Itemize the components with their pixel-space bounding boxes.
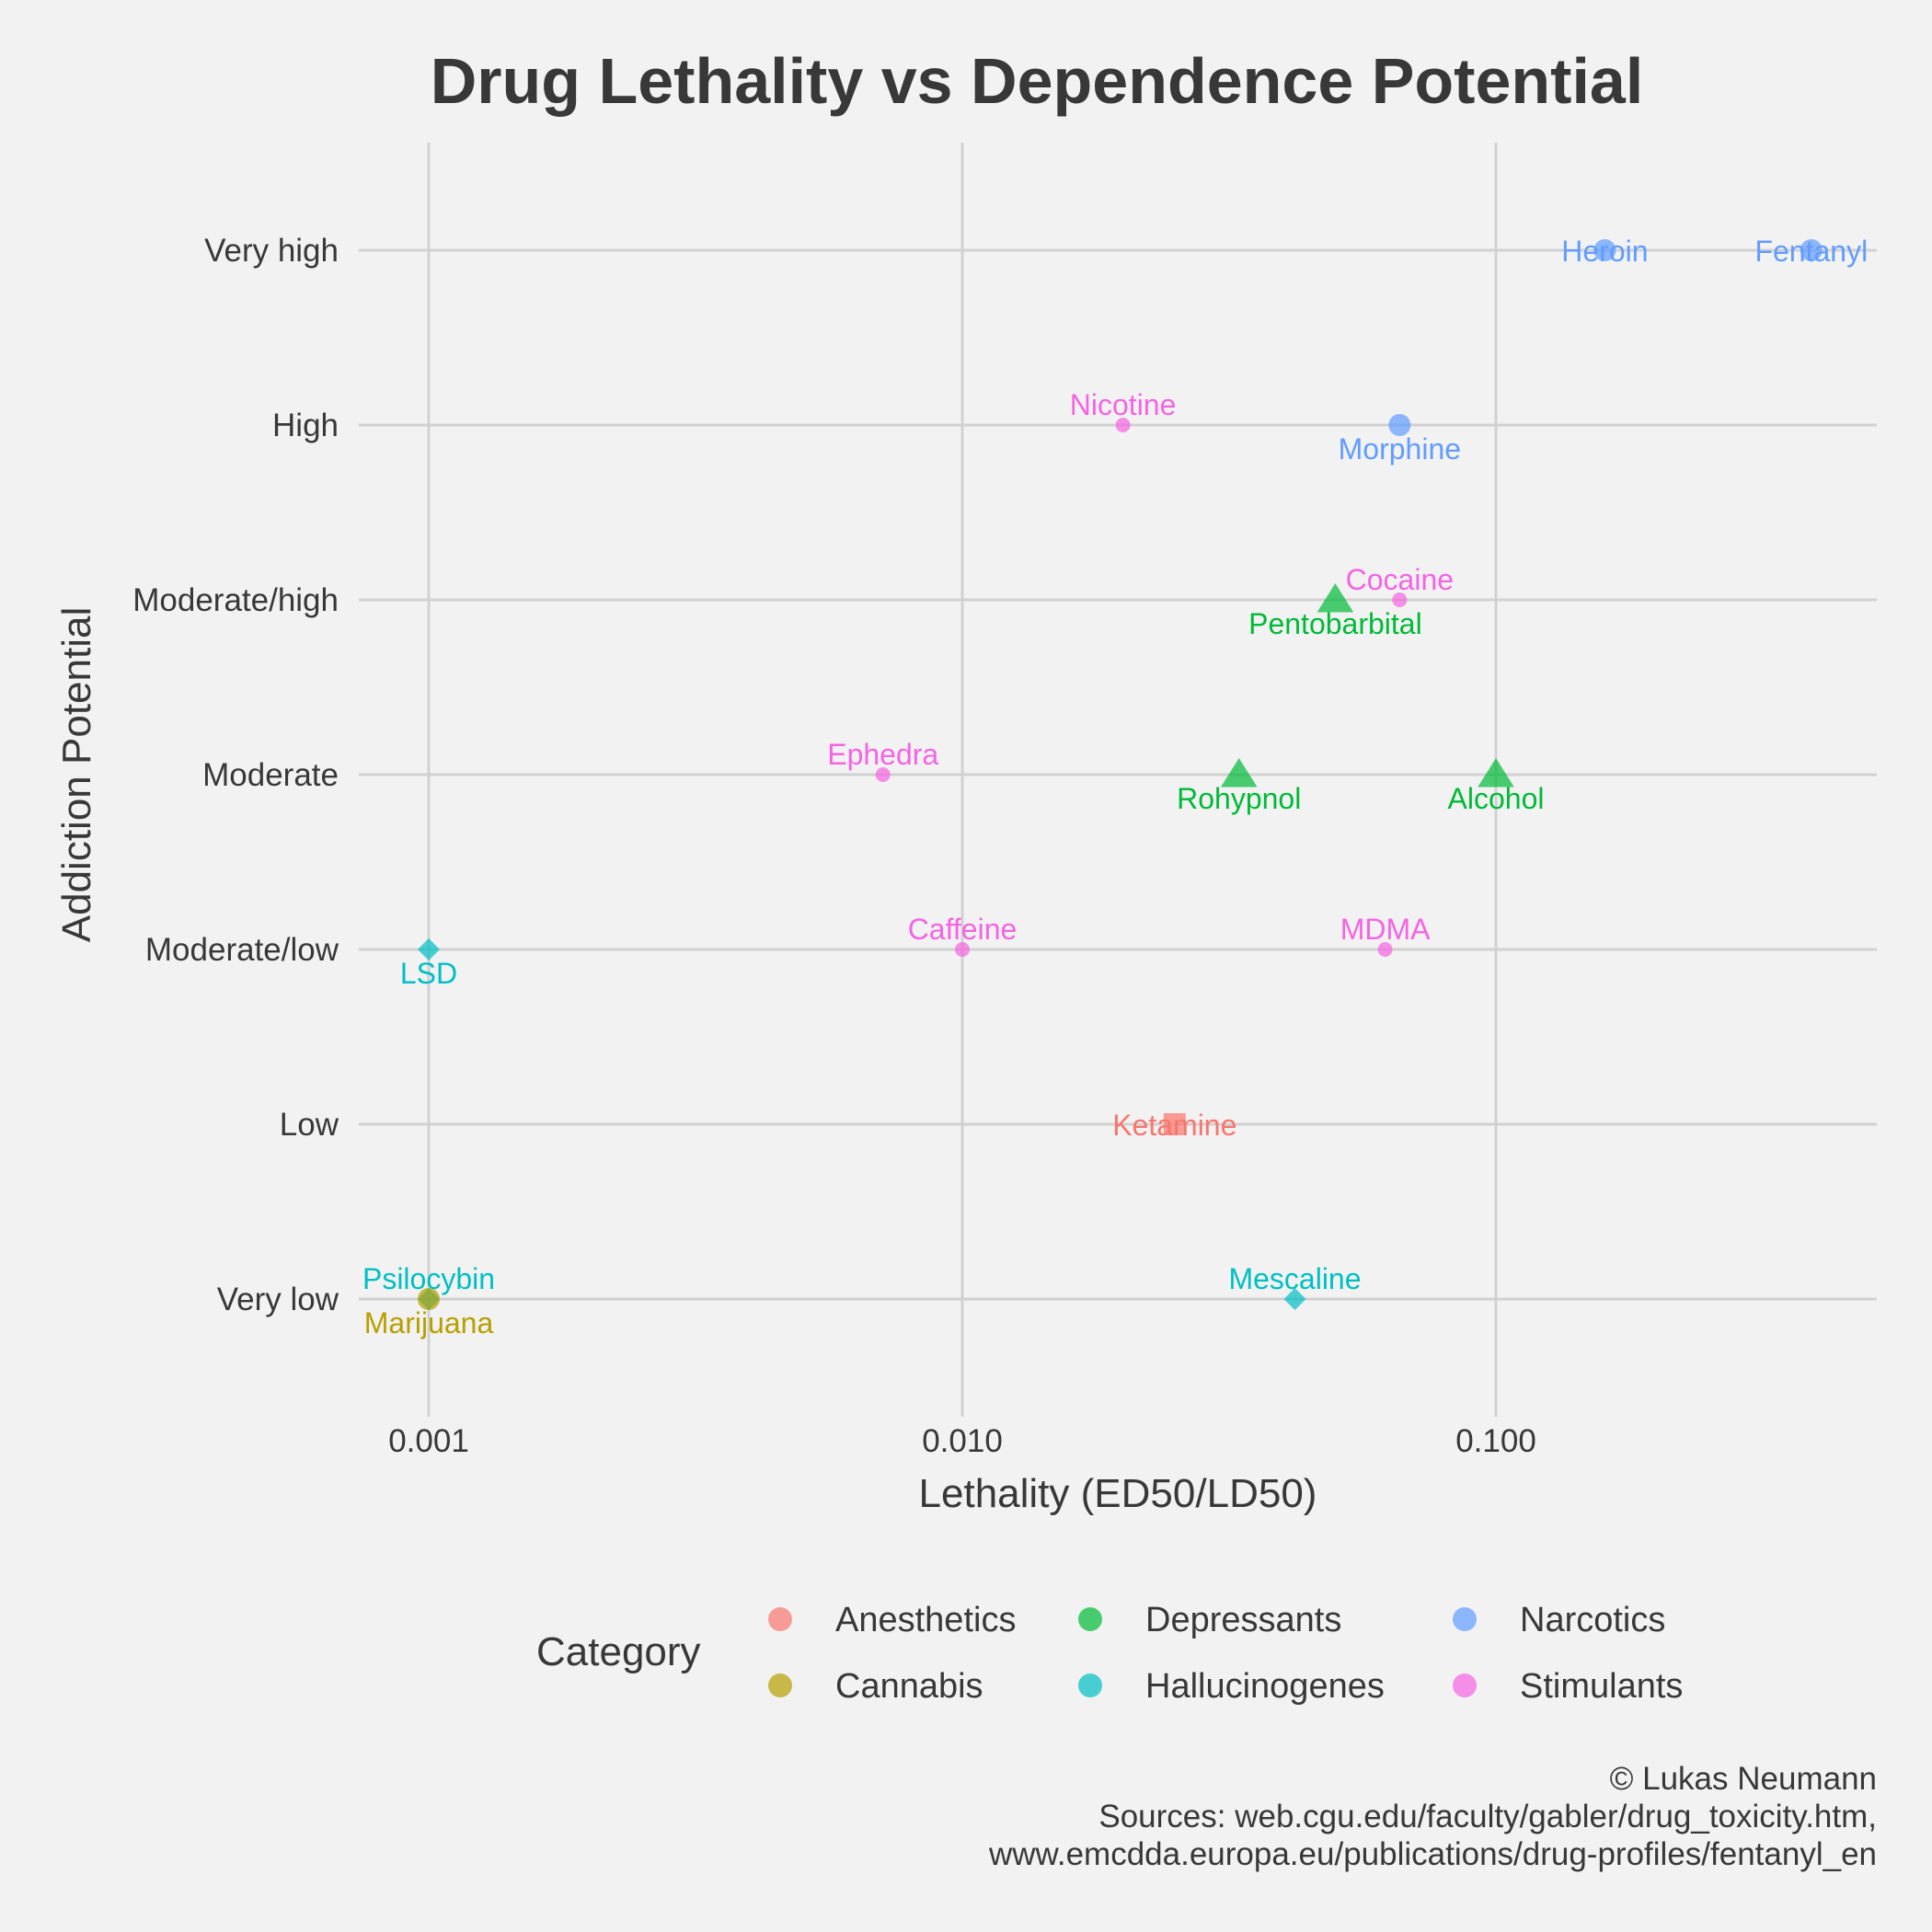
y-tick-label-high: High — [272, 408, 339, 443]
label-nicotine: Nicotine — [1070, 388, 1177, 421]
y-tick-label-very-high: Very high — [204, 233, 339, 269]
x-axis-title: Lethality (ED50/LD50) — [919, 1471, 1317, 1516]
point-labels: Heroin Fentanyl Nicotine Morphine Cocaine Pen… — [362, 235, 1868, 1340]
label-pentobarbital: Pentobarbital — [1248, 607, 1422, 640]
label-ephedra: Ephedra — [827, 738, 938, 771]
point-fentanyl — [1800, 239, 1823, 261]
label-ketamine: Ketamine — [1112, 1109, 1236, 1142]
caption-line-3: www.emcdda.europa.eu/publications/drug-p… — [988, 1836, 1877, 1872]
point-ketamine — [1163, 1113, 1186, 1135]
caption-line-2: Sources: web.cgu.edu/faculty/gabler/drug… — [1098, 1799, 1877, 1834]
label-lsd: LSD — [400, 957, 457, 990]
label-heroin: Heroin — [1561, 235, 1648, 268]
x-axis-ticks: 0.001 0.010 0.100 — [388, 1423, 1536, 1459]
y-tick-label-moderate-low: Moderate/low — [145, 932, 339, 968]
legend-label-stimulants: Stimulants — [1520, 1667, 1683, 1706]
point-pentobarbital — [1317, 583, 1354, 613]
x-tick-label-0-100: 0.100 — [1455, 1423, 1536, 1459]
point-rohypnol — [1220, 758, 1258, 788]
grid-lines — [359, 143, 1877, 1417]
legend-key-hallucinogenes — [1078, 1673, 1102, 1697]
legend-key-anesthetics — [768, 1607, 792, 1631]
point-mescaline — [1283, 1288, 1306, 1310]
label-psilocybin: Psilocybin — [362, 1262, 495, 1295]
x-tick-label-0-001: 0.001 — [388, 1423, 469, 1459]
legend-key-cannabis — [768, 1673, 792, 1697]
point-nicotine — [1115, 418, 1131, 432]
y-tick-label-moderate-high: Moderate/high — [132, 582, 339, 618]
point-marijuana — [418, 1288, 440, 1310]
label-caffeine: Caffeine — [908, 913, 1018, 946]
point-lsd — [418, 938, 440, 960]
label-mescaline: Mescaline — [1228, 1262, 1361, 1295]
point-mdma — [1377, 942, 1393, 957]
label-morphine: Morphine — [1339, 432, 1461, 466]
legend-key-depressants — [1078, 1607, 1102, 1631]
legend-key-narcotics — [1453, 1607, 1477, 1631]
y-axis-ticks: Very low Low Moderate/low Moderate Moderate/… — [132, 233, 339, 1317]
point-caffeine — [955, 942, 970, 957]
label-rohypnol: Rohypnol — [1177, 782, 1301, 815]
legend-label-hallucinogenes: Hallucinogenes — [1145, 1667, 1385, 1706]
point-morphine — [1388, 414, 1411, 436]
legend-title: Category — [536, 1629, 701, 1674]
caption-line-1: © Lukas Neumann — [1610, 1761, 1877, 1797]
label-marijuana: Marijuana — [364, 1306, 494, 1340]
legend-label-depressants: Depressants — [1145, 1601, 1341, 1639]
point-heroin — [1593, 239, 1616, 261]
y-tick-label-moderate: Moderate — [202, 757, 339, 793]
label-alcohol: Alcohol — [1448, 782, 1545, 815]
point-cocaine — [1392, 592, 1408, 607]
y-axis-title: Addiction Potential — [54, 607, 99, 942]
legend-label-narcotics: Narcotics — [1520, 1601, 1665, 1639]
x-tick-label-0-010: 0.010 — [922, 1423, 1003, 1459]
legend-label-anesthetics: Anesthetics — [835, 1601, 1016, 1639]
chart-title: Drug Lethality vs Dependence Potential — [431, 45, 1644, 117]
y-tick-label-low: Low — [280, 1107, 339, 1143]
point-ephedra — [875, 767, 891, 782]
legend-key-stimulants — [1453, 1673, 1477, 1697]
label-cocaine: Cocaine — [1346, 563, 1454, 596]
legend-label-cannabis: Cannabis — [835, 1667, 983, 1706]
y-tick-label-very-low: Very low — [217, 1282, 339, 1317]
point-alcohol — [1478, 758, 1514, 788]
label-mdma: MDMA — [1340, 913, 1431, 946]
label-fentanyl: Fentanyl — [1754, 235, 1868, 268]
legend: Category Anesthetics Cannabis Depressants H… — [536, 1601, 1683, 1706]
data-points — [418, 239, 1823, 1310]
